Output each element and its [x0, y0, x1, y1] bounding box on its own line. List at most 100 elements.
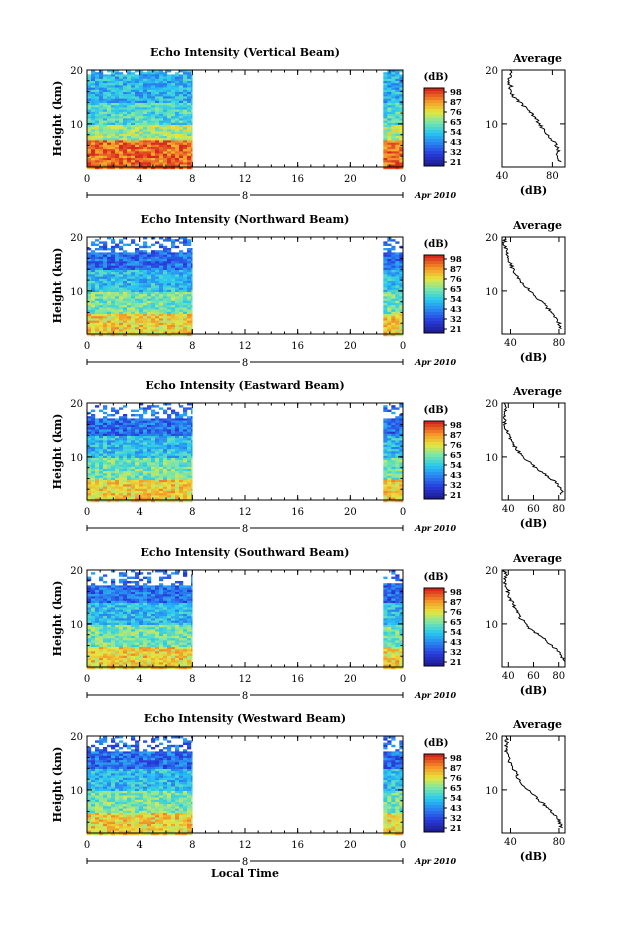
heatmap-cell: [399, 144, 404, 148]
heatmap-cell: [143, 254, 148, 257]
heatmap-cell: [119, 142, 124, 145]
heatmap-cell: [147, 469, 152, 472]
heatmap-cell: [147, 267, 152, 271]
heatmap-cell: [139, 303, 144, 306]
heatmap-cell: [183, 609, 188, 612]
heatmap-cell: [155, 98, 160, 101]
heatmap-cell: [143, 103, 148, 106]
heatmap-cell: [99, 320, 104, 323]
heatmap-cell: [123, 76, 128, 79]
heatmap-cell: [99, 274, 104, 277]
heatmap-cell: [139, 311, 144, 315]
heatmap-cell: [87, 158, 92, 161]
heatmap-cell: [179, 482, 184, 485]
heatmap-cell: [87, 416, 92, 419]
heatmap-cell: [171, 436, 176, 439]
heatmap-cell: [399, 329, 404, 332]
heatmap-cell: [123, 85, 128, 88]
heatmap-cell: [99, 155, 104, 159]
heatmap-cell: [143, 316, 148, 319]
heatmap-cell: [103, 311, 108, 315]
heatmap-cell: [179, 309, 184, 312]
heatmap-cell: [143, 420, 148, 423]
heatmap-cell: [91, 442, 96, 445]
heatmap-cell: [119, 74, 124, 77]
heatmap-cell: [147, 318, 152, 321]
heatmap-cell: [395, 281, 400, 284]
heatmap-cell: [191, 403, 193, 406]
heatmap-cell: [139, 89, 144, 93]
heatmap-cell: [87, 458, 92, 461]
heatmap-cell: [391, 285, 396, 288]
heatmap-cell: [115, 270, 120, 273]
heatmap-cell: [119, 166, 124, 170]
heatmap-cell: [191, 493, 193, 496]
heatmap-cell: [163, 263, 168, 266]
heatmap-cell: [151, 129, 156, 132]
heatmap-cell: [179, 442, 184, 445]
heatmap-cell: [151, 587, 156, 590]
heatmap-cell: [187, 243, 192, 246]
heatmap-cell: [183, 281, 188, 284]
heatmap-cell: [183, 278, 188, 282]
heatmap-cell: [387, 289, 392, 293]
heatmap-cell: [95, 81, 100, 84]
heatmap-cell: [395, 120, 400, 123]
heatmap-cell: [111, 603, 116, 606]
heatmap-cell: [95, 114, 100, 117]
heatmap-cell: [151, 453, 156, 456]
heatmap-cell: [175, 327, 180, 330]
heatmap-cell: [391, 267, 396, 271]
heatmap-cell: [391, 94, 396, 97]
heatmap-cell: [383, 480, 388, 483]
heatmap-cell: [155, 111, 160, 115]
heatmap-cell: [183, 600, 188, 604]
heatmap-cell: [91, 256, 96, 260]
heatmap-cell: [191, 144, 193, 148]
heatmap-cell: [175, 114, 180, 117]
heatmap-cell: [115, 418, 120, 421]
heatmap-cell: [127, 259, 132, 262]
heatmap-cell: [151, 611, 156, 615]
heatmap-cell: [95, 116, 100, 119]
heatmap-cell: [131, 136, 136, 139]
heatmap-cell: [171, 96, 176, 99]
heatmap-cell: [179, 600, 184, 604]
heatmap-cell: [131, 278, 136, 282]
heatmap-cell: [163, 585, 168, 588]
heatmap-cell: [107, 133, 112, 137]
heatmap-cell: [127, 153, 132, 156]
heatmap-cell: [187, 127, 192, 130]
heatmap-cell: [87, 431, 92, 434]
heatmap-cell: [171, 252, 176, 255]
heatmap-cell: [155, 296, 160, 299]
heatmap-cell: [99, 116, 104, 119]
heatmap-cell: [151, 607, 156, 610]
heatmap-cell: [167, 327, 172, 330]
heatmap-cell: [111, 256, 116, 260]
heatmap-cell: [95, 300, 100, 304]
heatmap-cell: [131, 298, 136, 301]
heatmap-cell: [123, 155, 128, 159]
heatmap-cell: [87, 486, 92, 489]
heatmap-cell: [187, 442, 192, 445]
heatmap-cell: [143, 495, 148, 498]
heatmap-cell: [147, 497, 152, 500]
heatmap-cell: [111, 76, 116, 79]
heatmap-cell: [107, 614, 112, 617]
heatmap-cell: [111, 248, 116, 251]
heatmap-cell: [391, 138, 396, 141]
heatmap-cell: [167, 237, 172, 240]
heatmap-cell: [115, 611, 120, 615]
heatmap-cell: [151, 486, 156, 489]
heatmap-cell: [395, 81, 400, 84]
heatmap-cell: [391, 147, 396, 150]
heatmap-cell: [167, 475, 172, 478]
heatmap-cell: [147, 495, 152, 498]
heatmap-cell: [123, 438, 128, 441]
heatmap-cell: [119, 482, 124, 485]
heatmap-cell: [87, 89, 92, 93]
heatmap-cell: [127, 303, 132, 306]
heatmap-cell: [127, 296, 132, 299]
heatmap-cell: [143, 252, 148, 255]
